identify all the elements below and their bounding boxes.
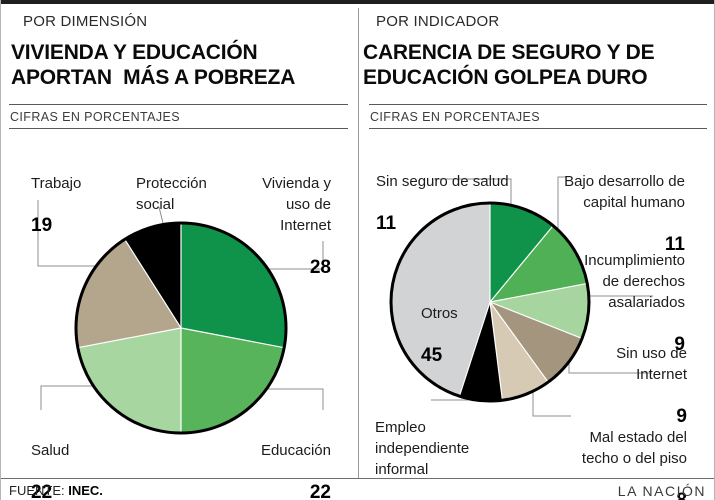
slice-label-text: Salud xyxy=(31,442,70,459)
pie-outline xyxy=(389,201,591,403)
publisher-credit: LA NACIÓN xyxy=(617,483,706,499)
slice-label-text: Otros xyxy=(421,305,458,322)
pie-slice-0-2 xyxy=(77,328,181,433)
slice-label-text: Empleo independiente informal xyxy=(375,419,470,478)
slice-label-text: Bajo desarrollo de capital humano xyxy=(564,173,685,211)
source-label: FUENTE: xyxy=(9,483,65,498)
leader-line-bajo-desarrollo xyxy=(557,176,567,250)
slice-label-text: Sin uso de Internet xyxy=(616,345,687,383)
left-kicker: POR DIMENSIÓN xyxy=(23,13,148,30)
slice-label-proteccion-social: Protección social 9 xyxy=(136,152,207,278)
slice-separator xyxy=(124,239,182,329)
slice-separator xyxy=(180,327,285,349)
right-chart-title: CARENCIA DE SEGURO Y DE EDUCACIÓN GOLPEA… xyxy=(363,41,655,89)
pie-slice-0-0 xyxy=(181,223,287,348)
slice-separator xyxy=(489,301,583,340)
slice-label-text: Vivienda y uso de Internet xyxy=(262,175,331,234)
slice-label-mal-estado: Mal estado del techo o del piso 8 xyxy=(537,406,687,500)
slice-label-value: 11 xyxy=(376,213,397,234)
slice-separator xyxy=(489,301,504,401)
pie-slice-1-1 xyxy=(490,225,588,302)
left-chart-subtitle: CIFRAS EN PORCENTAJES xyxy=(10,110,180,124)
slice-label-text: Incumplimiento de derechos asalariados xyxy=(584,252,685,311)
pie-slice-1-2 xyxy=(490,283,589,339)
slice-label-value: 9 xyxy=(136,236,147,257)
slice-label-value: 45 xyxy=(421,345,443,366)
slice-label-empleo-informal: Empleo independiente informal 7 xyxy=(375,396,469,500)
slice-label-incumplimiento: Incumplimiento de derechos asalariados 9 xyxy=(535,229,685,376)
top-border-bar xyxy=(1,0,714,4)
slice-label-value: 22 xyxy=(31,482,53,500)
slice-label-text: Educación xyxy=(260,442,331,459)
pie-slice-1-3 xyxy=(490,302,583,383)
right-subtitle-rule-top xyxy=(369,104,707,105)
left-chart-title: VIVIENDA Y EDUCACIÓN APORTAN MÁS A POBRE… xyxy=(11,41,296,89)
slice-separator xyxy=(458,301,491,397)
leader-line-salud xyxy=(40,385,109,410)
panel-divider xyxy=(358,8,359,478)
source-value: INEC. xyxy=(68,483,103,498)
leader-line-trabajo xyxy=(37,200,117,267)
pie-slice-1-0 xyxy=(490,203,554,302)
slice-label-vivienda: Vivienda y uso de Internet 28 xyxy=(231,152,331,299)
left-pie-chart xyxy=(74,221,288,435)
slice-label-bajo-desarrollo: Bajo desarrollo de capital humano 11 xyxy=(535,150,685,276)
slice-label-value: 22 xyxy=(309,482,331,500)
slice-label-value: 9 xyxy=(674,334,685,355)
pie-slice-1-6 xyxy=(391,203,490,397)
slice-separator xyxy=(489,225,554,303)
right-pie-chart xyxy=(389,201,591,403)
slice-label-educacion: Educación 22 xyxy=(231,419,331,500)
slice-label-text: Protección social xyxy=(136,175,207,213)
right-kicker: POR INDICADOR xyxy=(376,13,500,30)
slice-separator xyxy=(489,301,549,383)
pie-slice-0-1 xyxy=(181,328,285,434)
slice-label-value: 11 xyxy=(664,234,685,255)
slice-label-sin-seguro: Sin seguro de salud 11 xyxy=(376,150,509,255)
slice-label-value: 8 xyxy=(537,490,687,500)
leader-line-vivienda xyxy=(251,241,324,270)
slice-label-trabajo: Trabajo 19 xyxy=(31,152,81,257)
right-subtitle-rule-bottom xyxy=(369,128,707,129)
pie-slice-1-5 xyxy=(459,302,503,401)
source-credit: FUENTE: INEC. xyxy=(9,484,103,498)
right-chart-subtitle: CIFRAS EN PORCENTAJES xyxy=(370,110,540,124)
pie-slice-0-4 xyxy=(124,223,181,328)
slice-label-value: 28 xyxy=(309,257,331,278)
pie-slice-1-4 xyxy=(490,302,549,401)
slice-separator xyxy=(77,327,182,349)
slice-label-sin-uso-internet: Sin uso de Internet 9 xyxy=(537,322,687,448)
slice-label-text: Sin seguro de salud xyxy=(376,173,509,190)
pie-slice-0-3 xyxy=(76,239,181,348)
slice-label-value: 9 xyxy=(676,406,687,427)
left-subtitle-rule-bottom xyxy=(9,128,348,129)
left-subtitle-rule-top xyxy=(9,104,348,105)
slice-label-text: Trabajo xyxy=(31,175,82,192)
leader-line-educacion xyxy=(245,388,324,410)
footer-rule xyxy=(1,478,714,479)
leader-line-mal-estado xyxy=(532,390,571,417)
slice-label-otros: Otros 45 xyxy=(421,282,458,387)
slice-label-value: 19 xyxy=(31,215,53,236)
pie-outline xyxy=(74,221,288,435)
slice-separator xyxy=(489,282,588,303)
slice-label-text: Mal estado del techo o del piso xyxy=(581,429,687,467)
slice-label-salud: Salud 22 xyxy=(31,419,69,500)
